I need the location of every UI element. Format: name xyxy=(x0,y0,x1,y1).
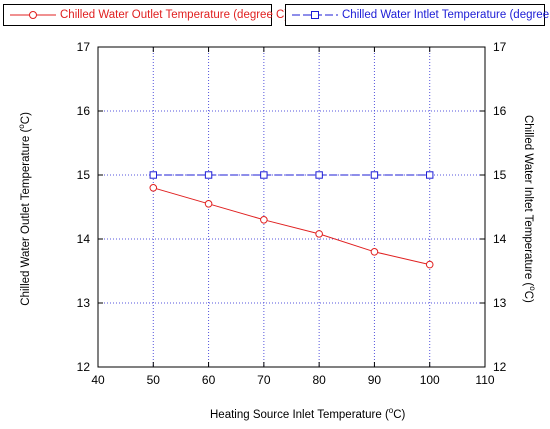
x-tick-label: 40 xyxy=(91,373,105,387)
y-tick-label-right: 17 xyxy=(493,40,507,54)
y-axis-left-title: Chilled Water Outlet Temperature (oC) xyxy=(17,112,32,306)
y-tick-label-left: 13 xyxy=(77,296,91,310)
series-line-0 xyxy=(153,187,430,266)
x-tick-label: 110 xyxy=(475,373,494,387)
y-tick-label-right: 15 xyxy=(493,168,507,182)
series-point-1 xyxy=(204,171,213,179)
y-tick-label-left: 16 xyxy=(77,104,91,118)
y-tick-label-left: 12 xyxy=(77,360,91,374)
x-tick-label: 50 xyxy=(147,373,161,387)
x-axis-title: Heating Source Inlet Temperature (oC) xyxy=(210,406,406,421)
y-tick-label-left: 17 xyxy=(77,40,91,54)
y-tick-label-left: 14 xyxy=(77,232,91,246)
series-point-1 xyxy=(315,171,323,179)
series-point-1 xyxy=(426,171,434,179)
series-point-1 xyxy=(370,171,379,179)
series-point-0 xyxy=(149,184,158,192)
legend-inlet-swatch xyxy=(292,11,338,19)
series-point-1 xyxy=(260,171,268,179)
legend-inlet: Chilled Water Intlet Temperature (degree… xyxy=(285,4,550,26)
series-point-1 xyxy=(149,171,157,179)
series-point-0 xyxy=(260,216,268,224)
x-tick-label: 100 xyxy=(420,373,440,387)
series-point-0 xyxy=(204,200,213,208)
y-tick-label-left: 15 xyxy=(77,168,91,182)
y-tick-label-right: 16 xyxy=(493,104,507,118)
legend-inlet-label: Chilled Water Intlet Temperature (degree… xyxy=(342,9,550,21)
legend-outlet-swatch xyxy=(10,11,56,19)
y-tick-label-right: 13 xyxy=(493,296,507,310)
x-tick-label: 80 xyxy=(312,373,326,387)
y-tick-label-right: 14 xyxy=(493,232,507,246)
plot-frame xyxy=(97,46,486,368)
legend-outlet: Chilled Water Outlet Temperature (degree… xyxy=(3,4,288,26)
series-point-0 xyxy=(425,260,434,269)
series-point-0 xyxy=(315,230,323,238)
x-tick-label: 90 xyxy=(368,373,382,387)
series-point-0 xyxy=(370,248,379,256)
y-axis-right-title: Chilled Water Inltet Temperature (oC) xyxy=(522,114,537,303)
x-tick-label: 70 xyxy=(257,373,271,387)
y-tick-label-right: 12 xyxy=(493,360,507,374)
legend-outlet-label: Chilled Water Outlet Temperature (degree… xyxy=(60,9,289,21)
x-tick-label: 60 xyxy=(202,373,216,387)
